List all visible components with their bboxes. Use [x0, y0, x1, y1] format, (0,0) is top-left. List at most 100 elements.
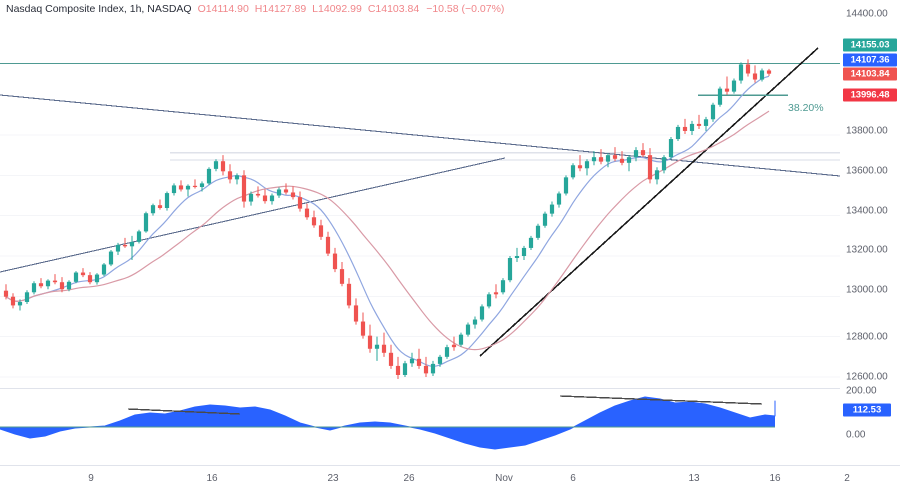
candle-body [437, 356, 443, 364]
candlestick [339, 262, 345, 287]
candlestick [136, 229, 142, 244]
price-marker-badge[interactable]: 13996.48 [843, 88, 897, 102]
price-change: −10.58 (−0.07%) [426, 3, 505, 15]
candlestick [367, 324, 373, 353]
candle-body [3, 290, 9, 297]
candle-body [332, 253, 338, 270]
candle-body [262, 195, 268, 202]
candlestick [647, 148, 653, 184]
candlestick [283, 183, 289, 195]
candlestick [500, 278, 506, 295]
candlestick [66, 280, 72, 292]
candle-body [185, 185, 191, 190]
candle-body [143, 213, 149, 232]
oscillator-plot [0, 395, 776, 450]
candlestick [752, 65, 758, 83]
candlestick [101, 263, 107, 277]
price-tick-label: 12800.00 [846, 331, 888, 343]
candlestick [570, 163, 576, 180]
candle-body [129, 241, 135, 247]
candlestick [668, 137, 674, 160]
candle-body [192, 185, 198, 188]
candlestick [556, 191, 562, 208]
candlestick [143, 211, 149, 233]
candle-body [206, 168, 212, 184]
candlestick [115, 242, 121, 255]
candlestick [325, 231, 331, 256]
candle-body [108, 251, 114, 265]
price-panel[interactable] [0, 16, 840, 388]
ascending-trendline [0, 157, 506, 273]
candle-body [318, 225, 324, 237]
date-tick-label: 16 [769, 473, 781, 484]
candlestick [619, 151, 625, 166]
candlestick [584, 159, 590, 176]
oscillator-axis[interactable]: 200.00 0.00 112.53 [840, 386, 900, 465]
candle-body [73, 272, 79, 282]
symbol-title[interactable]: Nasdaq Composite Index, 1h, NASDAQ [6, 3, 192, 15]
candlestick [150, 203, 156, 216]
candlestick [388, 344, 394, 369]
candle-body [178, 185, 184, 190]
candlestick [374, 336, 380, 361]
date-axis[interactable]: 9 16 23 26 Nov 6 13 16 2 [0, 466, 900, 494]
candle-body [598, 157, 604, 162]
candle-body [59, 282, 65, 290]
divergence-trendline [127, 395, 763, 415]
candlestick [59, 277, 65, 293]
price-marker-badge[interactable]: 14103.84 [843, 67, 897, 81]
candlestick [304, 203, 310, 220]
candlestick [122, 237, 128, 248]
fib-38-label: 38.20% [788, 102, 824, 114]
price-axis[interactable]: 14400.00 13800.00 13600.00 13400.00 13200.00… [840, 0, 900, 465]
black-uptrend-line [479, 47, 819, 357]
candlestick [206, 167, 212, 186]
candlestick [654, 167, 660, 185]
candle-body [360, 321, 366, 336]
candle-body [472, 319, 478, 325]
candle-body [486, 294, 492, 307]
candlestick [696, 114, 702, 129]
candle-body [157, 205, 163, 209]
candlestick [528, 235, 534, 250]
candle-body [479, 306, 485, 320]
candlestick [129, 235, 135, 261]
candlestick [738, 62, 744, 84]
candle-body [227, 171, 233, 180]
candle-body [402, 363, 408, 375]
candlestick [710, 102, 716, 122]
candle-body [66, 281, 72, 290]
candlestick [717, 86, 723, 107]
price-marker-badge[interactable]: 14107.36 [843, 53, 897, 67]
oscillator-value-badge[interactable]: 112.53 [843, 403, 891, 417]
candle-body [346, 283, 352, 306]
candle-body [612, 155, 618, 159]
candle-body [654, 170, 660, 180]
candle-body [94, 274, 100, 283]
candle-body [689, 123, 695, 131]
candle-body [87, 275, 93, 283]
candlestick [360, 312, 366, 339]
candlestick [514, 247, 520, 263]
candlestick [171, 183, 177, 196]
divergence-line-2 [559, 395, 763, 405]
candle-body [521, 247, 527, 256]
candlestick [507, 256, 513, 283]
candlestick [17, 299, 23, 311]
candle-body [591, 157, 597, 162]
candle-body [17, 301, 23, 306]
oscillator-panel[interactable] [0, 390, 840, 465]
candle-body [276, 189, 282, 196]
candlestick [262, 189, 268, 204]
candle-body [766, 70, 772, 74]
ohlc-open: O14114.90 [197, 3, 249, 15]
candle-body [535, 225, 541, 238]
candlestick [213, 159, 219, 172]
ohlc-close: C14103.84 [367, 3, 420, 15]
candle-body [31, 283, 37, 293]
candle-body [297, 197, 303, 209]
candle-body [325, 236, 331, 254]
price-marker-badge[interactable]: 14155.03 [843, 38, 897, 52]
candle-body [45, 280, 51, 287]
candle-body [675, 126, 681, 140]
